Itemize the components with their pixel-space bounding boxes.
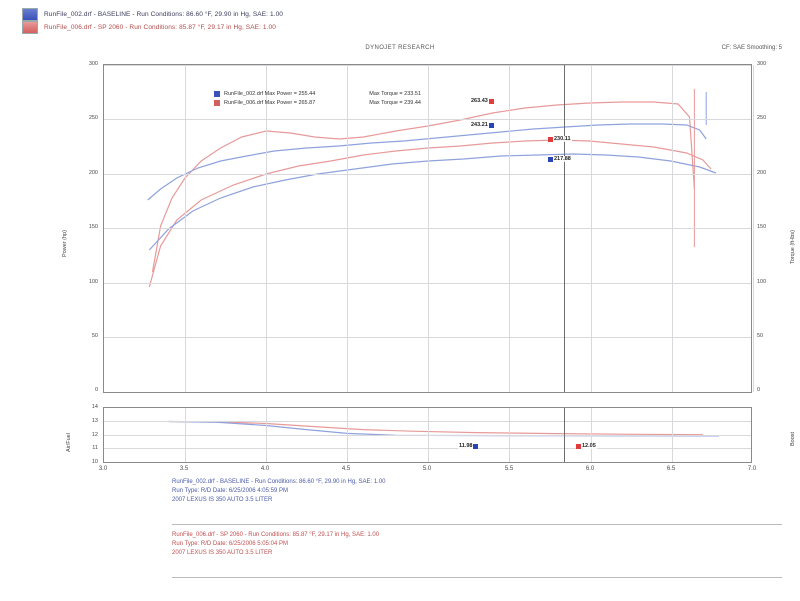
gridline-h (104, 448, 751, 449)
curve-afr-run-b (168, 420, 703, 436)
datapoint-value: 263.43 (470, 98, 489, 104)
datapoint-marker (473, 443, 479, 449)
footer-run-a-line2: Run Type: R/D Date: 6/25/2006 4:05:59 PM (172, 488, 288, 494)
plot-legend: RunFile_002.drf Max Power = 255.44 Max T… (214, 89, 574, 107)
curve-power-run-a (148, 153, 717, 251)
y-tick-label: 150 (88, 224, 98, 230)
footer-run-a-line3: 2007 LEXUS IS 350 AUTO 3.5 LITER (172, 497, 273, 503)
legend-power-run-a: RunFile_002.drf Max Power = 255.44 (224, 90, 316, 97)
datapoint-label-torque-run-b: 263.43 (470, 97, 494, 105)
correction-factor-label: CF: SAE Smoothing: 5 (721, 45, 782, 51)
gridline-h (104, 337, 751, 338)
y-tick-label: 0 (94, 387, 98, 393)
footer-run-b-line2: Run Type: R/D Date: 6/25/2006 5:05:04 PM (172, 541, 288, 547)
x-tick-label: 4.0 (260, 466, 270, 472)
y-tick-label: 300 (88, 61, 98, 67)
gridline-h (104, 119, 751, 120)
curve-power-run-b (148, 139, 712, 288)
afr-tick-label: 13 (91, 418, 98, 424)
datapoint-value: 230.11 (553, 136, 572, 142)
y2-tick-label: 100 (757, 279, 767, 285)
y-tick-label: 200 (88, 170, 98, 176)
footer-run-b-line1: RunFile_006.drf - SP 2060 - Run Conditio… (172, 532, 380, 538)
gridline-h (104, 283, 751, 284)
datapoint-marker (548, 136, 553, 142)
footer-divider-bottom (172, 577, 782, 578)
curve-torque-run-b (151, 101, 695, 273)
legend-swatch-run-b (214, 99, 220, 106)
x-tick-label: 3.5 (179, 466, 189, 472)
x-tick-label: 3.0 (98, 466, 108, 472)
x-tick-label: 5.0 (422, 466, 432, 472)
footer-run-b-line3: 2007 LEXUS IS 350 AUTO 3.5 LITER (172, 550, 273, 556)
chart-brand-title: DYNOJET RESEARCH (365, 45, 435, 51)
datapoint-value: 11.98 (458, 443, 474, 449)
boost-axis-title: Boost (790, 431, 796, 446)
x-tick-label: 6.5 (666, 466, 676, 472)
datapoint-value: 243.21 (470, 122, 489, 128)
x-tick-label: 4.5 (341, 466, 351, 472)
airfuel-plot: 11.98 12.05 (103, 407, 752, 463)
run-b-legend-text: RunFile_006.drf - SP 2060 - Run Conditio… (44, 23, 276, 31)
afr-label-run-a: 11.98 (458, 442, 479, 450)
footer-run-a-line1: RunFile_002.drf - BASELINE - Run Conditi… (172, 479, 386, 485)
afr-tick-label: 12 (91, 432, 98, 438)
datapoint-marker (488, 122, 494, 128)
top-run-legend-row-a: RunFile_002.drf - BASELINE - Run Conditi… (22, 7, 782, 21)
datapoint-value: 217.88 (553, 156, 572, 162)
chart-area: DYNOJET RESEARCH CF: SAE Smoothing: 5 Po… (0, 42, 800, 482)
x-tick-label: 5.5 (504, 466, 514, 472)
legend-torque-run-a: Max Torque = 233.51 (369, 90, 421, 97)
datapoint-marker (576, 443, 581, 449)
footer-run-a: RunFile_002.drf - BASELINE - Run Conditi… (172, 478, 386, 505)
y2-tick-label: 0 (757, 387, 761, 393)
gridline-h (104, 65, 751, 66)
plot-legend-row-b: RunFile_006.drf Max Power = 265.87 Max T… (214, 98, 574, 107)
datapoint-marker (488, 98, 494, 104)
afr-tick-label: 11 (92, 445, 98, 451)
run-b-color-swatch (22, 20, 38, 34)
y2-tick-label: 300 (757, 61, 767, 67)
gridline-h (104, 174, 751, 175)
gridline-h (104, 421, 751, 422)
datapoint-value: 12.05 (581, 443, 597, 449)
y-tick-label: 50 (91, 333, 98, 339)
datapoint-label-power-run-b: 230.11 (548, 135, 572, 143)
power-axis-title: Power (hp) (62, 230, 68, 257)
gridline-h (104, 435, 751, 436)
y2-tick-label: 200 (757, 170, 767, 176)
legend-power-run-b: RunFile_006.drf Max Power = 265.87 (224, 99, 316, 106)
gridline-v (753, 65, 754, 392)
afr-tick-label: 10 (91, 459, 98, 465)
curve-torque-run-a (147, 123, 707, 201)
legend-torque-run-b: Max Torque = 239.44 (369, 99, 421, 106)
footer-run-b: RunFile_006.drf - SP 2060 - Run Conditio… (172, 531, 379, 558)
datapoint-marker (548, 156, 553, 162)
x-tick-label: 6.0 (585, 466, 595, 472)
cursor-line[interactable] (564, 65, 565, 392)
datapoint-label-power-run-a: 217.88 (548, 155, 572, 163)
run-a-legend-text: RunFile_002.drf - BASELINE - Run Conditi… (44, 10, 284, 18)
x-tick-label: 7.0 (747, 466, 757, 472)
top-run-legend: RunFile_002.drf - BASELINE - Run Conditi… (22, 7, 782, 34)
run-a-color-swatch (22, 7, 38, 21)
y2-tick-label: 50 (757, 333, 764, 339)
cursor-line-afr[interactable] (564, 408, 565, 462)
afr-label-run-b: 12.05 (576, 442, 597, 450)
footer-divider (172, 524, 782, 525)
datapoint-label-torque-run-a: 243.21 (470, 121, 494, 129)
torque-axis-title: Torque (ft-lbs) (790, 230, 796, 264)
y2-tick-label: 150 (757, 224, 767, 230)
afr-tick-label: 14 (91, 404, 98, 410)
y-tick-label: 100 (88, 279, 98, 285)
gridline-h (104, 228, 751, 229)
plot-legend-row-a: RunFile_002.drf Max Power = 255.44 Max T… (214, 89, 574, 98)
main-plot: RunFile_002.drf Max Power = 255.44 Max T… (103, 64, 754, 393)
y-tick-label: 250 (88, 115, 98, 121)
y2-tick-label: 250 (757, 115, 767, 121)
top-run-legend-row-b: RunFile_006.drf - SP 2060 - Run Conditio… (22, 20, 782, 34)
legend-swatch-run-a (214, 90, 220, 97)
